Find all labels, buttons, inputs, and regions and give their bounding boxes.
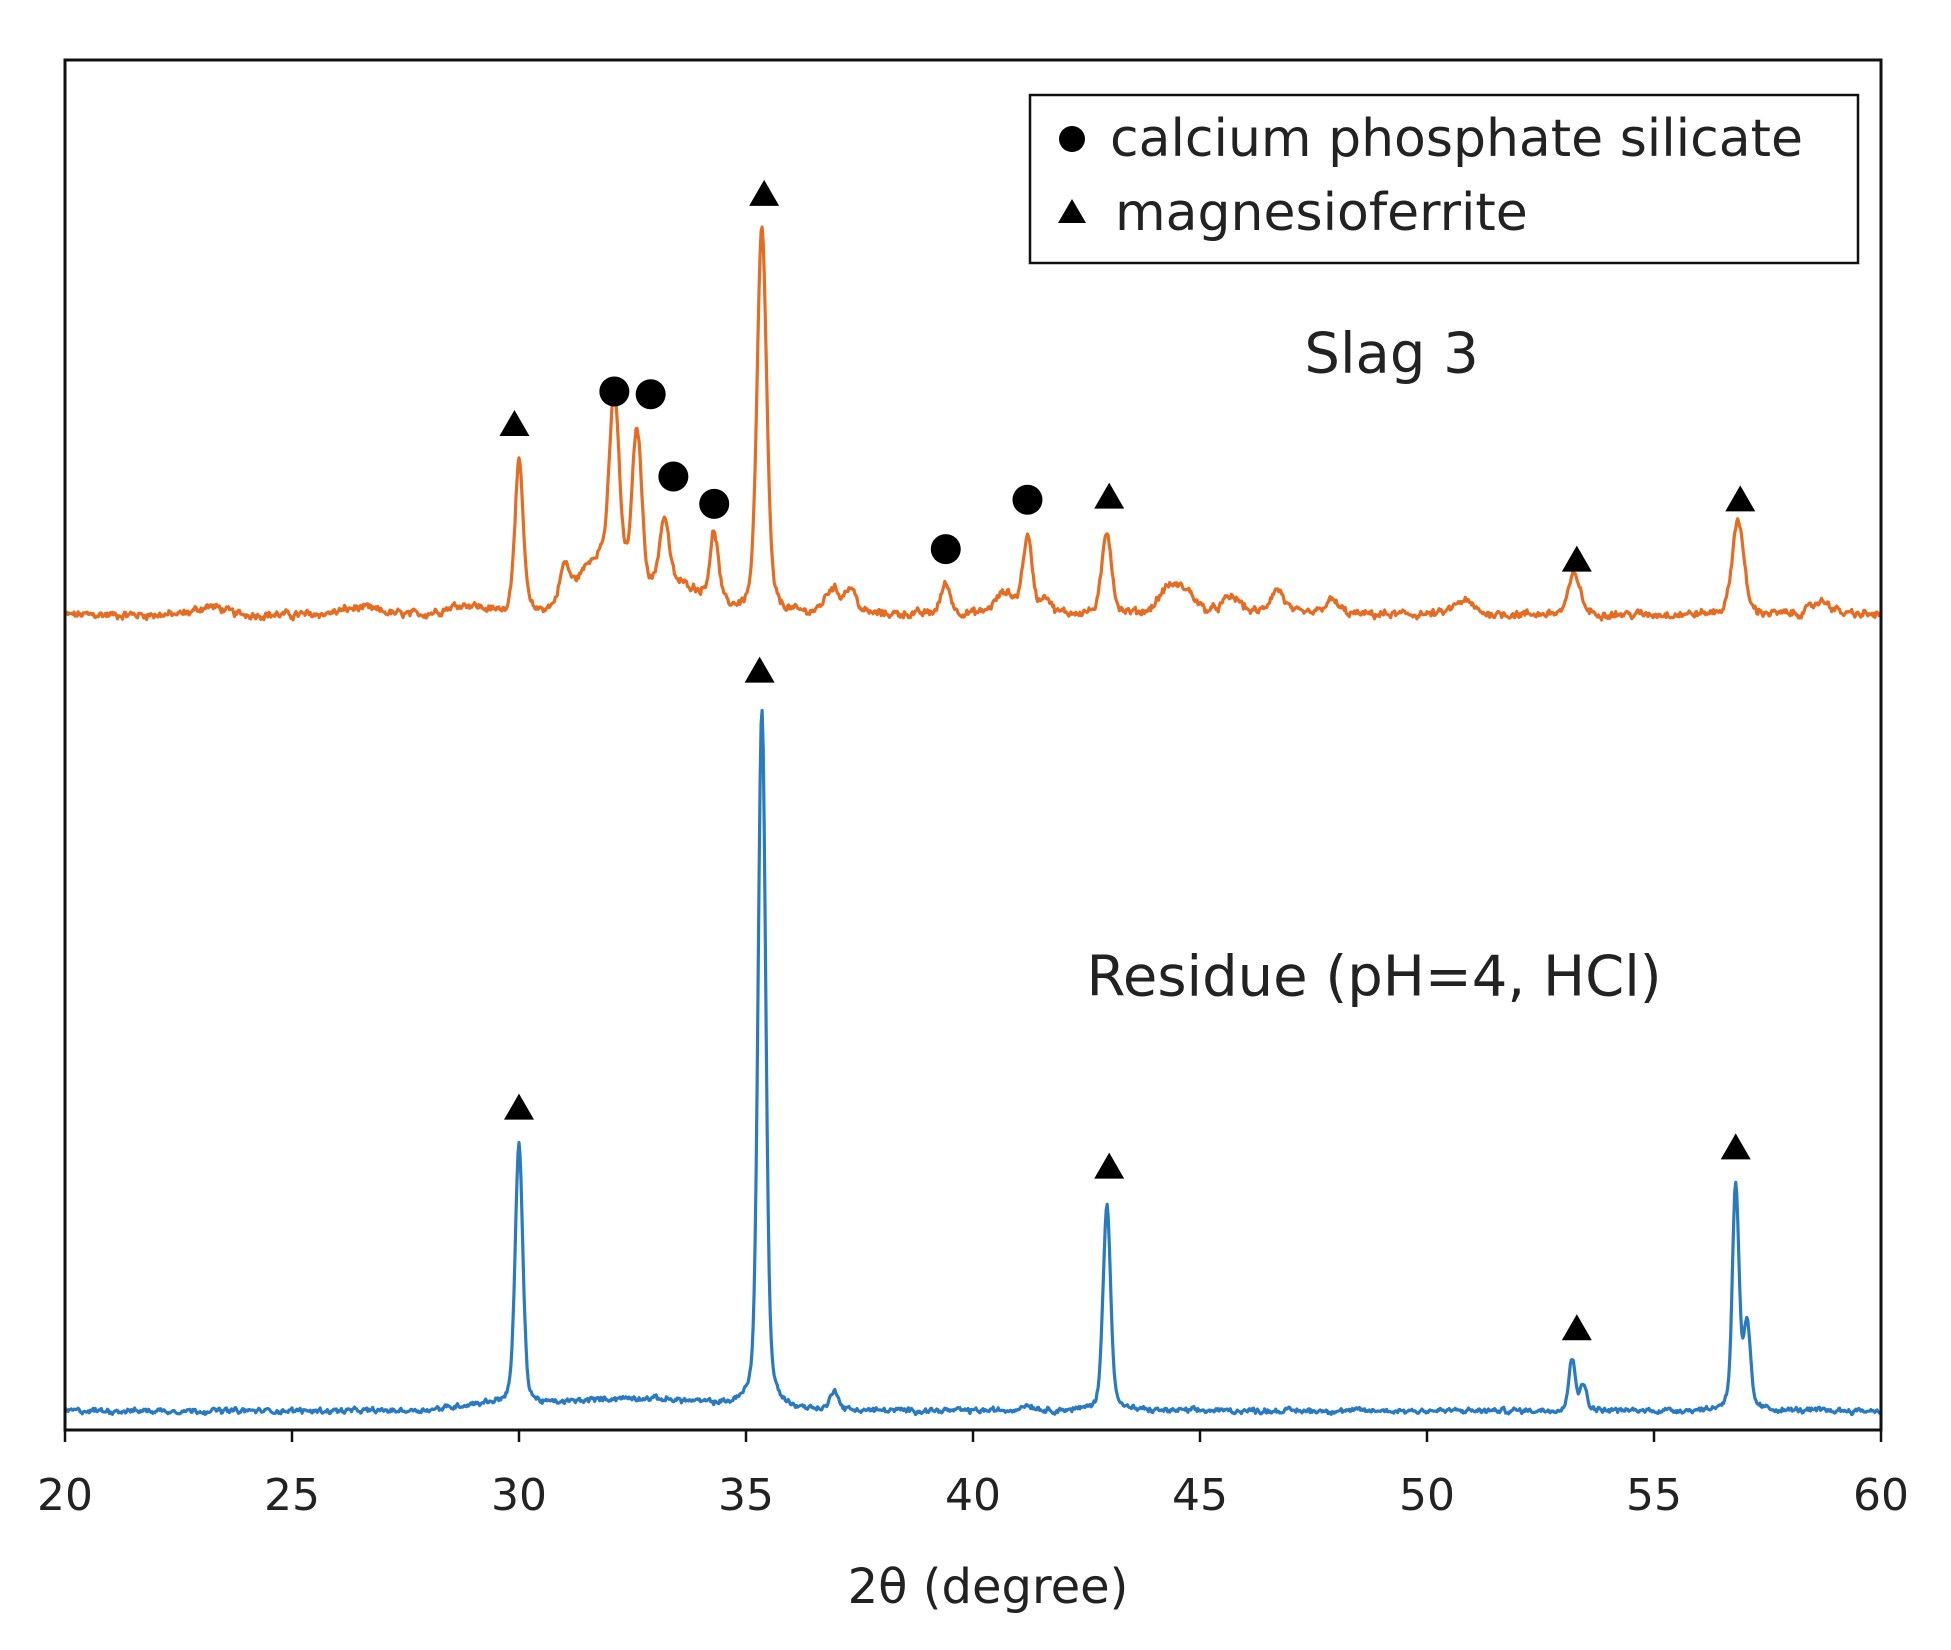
x-tick-label: 25 xyxy=(264,1470,320,1521)
magnesioferrite-marker xyxy=(744,656,775,683)
magnesioferrite-marker xyxy=(1094,482,1125,509)
series-labels: Slag 3 Residue (pH=4, HCl) xyxy=(1087,321,1662,1009)
legend-entry-magnesioferrite: magnesioferrite xyxy=(1115,183,1528,243)
legend-circle-marker xyxy=(1059,126,1085,152)
x-axis-ticks: 20 25 30 35 40 45 50 55 60 xyxy=(37,1430,1909,1521)
series-line-slag-3 xyxy=(63,225,1883,622)
x-tick-label: 35 xyxy=(718,1470,774,1521)
legend: calcium phosphate silicate magnesioferri… xyxy=(1028,93,1860,265)
calcium-phosphate-silicate-marker xyxy=(1012,484,1043,515)
series-label-slag-3: Slag 3 xyxy=(1304,321,1478,386)
calcium-phosphate-silicate-marker xyxy=(930,534,961,565)
x-axis-label: 2θ (degree) xyxy=(848,1559,1129,1615)
peak-markers xyxy=(499,179,1756,1341)
legend-triangle-marker xyxy=(1058,199,1086,223)
magnesioferrite-marker xyxy=(1094,1152,1125,1179)
magnesioferrite-marker xyxy=(1561,545,1592,572)
legend-box xyxy=(1028,93,1860,265)
calcium-phosphate-silicate-marker xyxy=(699,488,730,519)
magnesioferrite-marker xyxy=(1561,1314,1592,1341)
legend-entry-calcium-phosphate-silicate: calcium phosphate silicate xyxy=(1110,109,1803,169)
magnesioferrite-marker xyxy=(749,179,780,206)
x-tick-label: 20 xyxy=(37,1470,93,1521)
magnesioferrite-marker xyxy=(1725,485,1756,512)
x-tick-label: 50 xyxy=(1399,1470,1455,1521)
series-line-residue xyxy=(63,708,1882,1417)
calcium-phosphate-silicate-marker xyxy=(635,379,666,410)
calcium-phosphate-silicate-marker xyxy=(658,461,689,492)
series-label-residue: Residue (pH=4, HCl) xyxy=(1087,945,1662,1010)
x-tick-label: 30 xyxy=(491,1470,547,1521)
x-tick-label: 40 xyxy=(945,1470,1001,1521)
x-tick-label: 55 xyxy=(1626,1470,1682,1521)
magnesioferrite-marker xyxy=(499,410,530,437)
calcium-phosphate-silicate-marker xyxy=(599,376,630,407)
magnesioferrite-marker xyxy=(504,1093,534,1120)
series-layer xyxy=(63,225,1883,1417)
x-tick-label: 60 xyxy=(1853,1470,1909,1521)
magnesioferrite-marker xyxy=(1720,1133,1751,1160)
x-tick-label: 45 xyxy=(1172,1470,1228,1521)
